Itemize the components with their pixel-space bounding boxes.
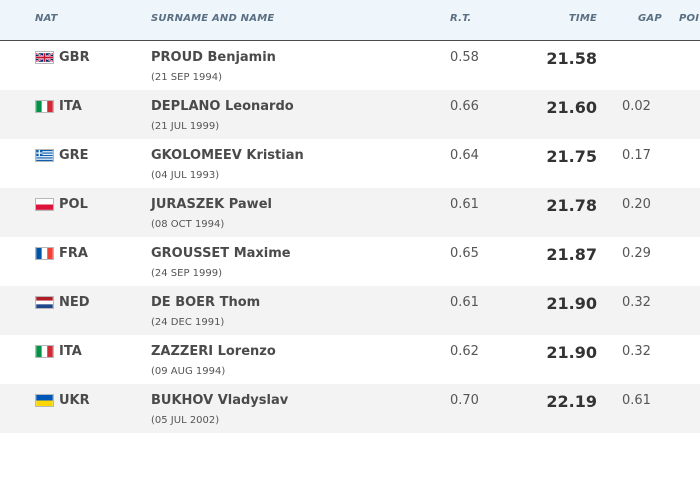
nation-code: GRE <box>59 148 89 163</box>
nation-code: ITA <box>59 344 82 359</box>
reaction-time: 0.66 <box>450 99 479 114</box>
flag-gbr-icon <box>35 51 54 64</box>
flag-pol-icon <box>35 198 54 211</box>
athlete-birth-date: (08 OCT 1994) <box>151 219 225 230</box>
header-surname-and-name: SURNAME AND NAME <box>151 13 275 24</box>
flag-ned-icon <box>35 296 54 309</box>
table-row: GRE GKOLOMEEV Kristian (04 JUL 1993) 0.64 21… <box>0 139 700 188</box>
athlete-birth-date: (24 DEC 1991) <box>151 317 225 328</box>
athlete-name[interactable]: BUKHOV Vladyslav <box>151 393 289 408</box>
time-gap: 0.32 <box>622 344 651 359</box>
race-time: 22.19 <box>546 392 597 411</box>
header-gap: GAP <box>638 13 662 24</box>
athlete-name[interactable]: ZAZZERI Lorenzo <box>151 344 276 359</box>
time-gap: 0.61 <box>622 393 651 408</box>
header-points: POI <box>679 13 700 24</box>
flag-fra-icon <box>35 247 54 260</box>
nation-code: FRA <box>59 246 88 261</box>
table-row: POL JURASZEK Pawel (08 OCT 1994) 0.61 21.78 0… <box>0 188 700 237</box>
reaction-time: 0.64 <box>450 148 479 163</box>
time-gap: 0.17 <box>622 148 651 163</box>
nation-code: UKR <box>59 393 90 408</box>
athlete-birth-date: (24 SEP 1999) <box>151 268 223 279</box>
header-reaction-time: R.T. <box>450 13 472 24</box>
header-time: TIME <box>568 13 597 24</box>
reaction-time: 0.61 <box>450 197 479 212</box>
athlete-name[interactable]: PROUD Benjamin <box>151 50 276 65</box>
athlete-name[interactable]: DEPLANO Leonardo <box>151 99 294 114</box>
athlete-birth-date: (04 JUL 1993) <box>151 170 220 181</box>
race-time: 21.90 <box>546 343 597 362</box>
nation-code: GBR <box>59 50 90 65</box>
flag-ita-icon <box>35 100 54 113</box>
time-gap: 0.32 <box>622 295 651 310</box>
flag-ukr-icon <box>35 394 54 407</box>
athlete-name[interactable]: DE BOER Thom <box>151 295 261 310</box>
flag-ita-icon <box>35 345 54 358</box>
reaction-time: 0.62 <box>450 344 479 359</box>
race-time: 21.90 <box>546 294 597 313</box>
race-time: 21.78 <box>546 196 597 215</box>
reaction-time: 0.61 <box>450 295 479 310</box>
time-gap: 0.20 <box>622 197 651 212</box>
reaction-time: 0.58 <box>450 50 479 65</box>
table-row: UKR BUKHOV Vladyslav (05 JUL 2002) 0.70 22.1… <box>0 384 700 433</box>
athlete-name[interactable]: JURASZEK Pawel <box>151 197 272 212</box>
flag-gre-icon <box>35 149 54 162</box>
table-row: ITA DEPLANO Leonardo (21 JUL 1999) 0.66 21.6… <box>0 90 700 139</box>
results-table: NAT SURNAME AND NAME R.T. TIME GAP POI G… <box>0 0 700 433</box>
table-row: FRA GROUSSET Maxime (24 SEP 1999) 0.65 21.87… <box>0 237 700 286</box>
race-time: 21.87 <box>546 245 597 264</box>
reaction-time: 0.70 <box>450 393 479 408</box>
table-body: GBR PROUD Benjamin (21 SEP 1994) 0.58 21.58 I… <box>0 41 700 433</box>
athlete-birth-date: (21 SEP 1994) <box>151 72 223 83</box>
race-time: 21.75 <box>546 147 597 166</box>
race-time: 21.58 <box>546 49 597 68</box>
time-gap: 0.02 <box>622 99 651 114</box>
header-nat: NAT <box>35 13 58 24</box>
race-time: 21.60 <box>546 98 597 117</box>
nation-code: NED <box>59 295 90 310</box>
time-gap: 0.29 <box>622 246 651 261</box>
table-row: NED DE BOER Thom (24 DEC 1991) 0.61 21.90 0.3… <box>0 286 700 335</box>
table-header: NAT SURNAME AND NAME R.T. TIME GAP POI <box>0 0 700 41</box>
athlete-birth-date: (05 JUL 2002) <box>151 415 220 426</box>
nation-code: ITA <box>59 99 82 114</box>
athlete-name[interactable]: GROUSSET Maxime <box>151 246 291 261</box>
reaction-time: 0.65 <box>450 246 479 261</box>
table-row: ITA ZAZZERI Lorenzo (09 AUG 1994) 0.62 21.90… <box>0 335 700 384</box>
athlete-birth-date: (21 JUL 1999) <box>151 121 220 132</box>
nation-code: POL <box>59 197 88 212</box>
athlete-name[interactable]: GKOLOMEEV Kristian <box>151 148 304 163</box>
table-row: GBR PROUD Benjamin (21 SEP 1994) 0.58 21.58 <box>0 41 700 90</box>
athlete-birth-date: (09 AUG 1994) <box>151 366 226 377</box>
